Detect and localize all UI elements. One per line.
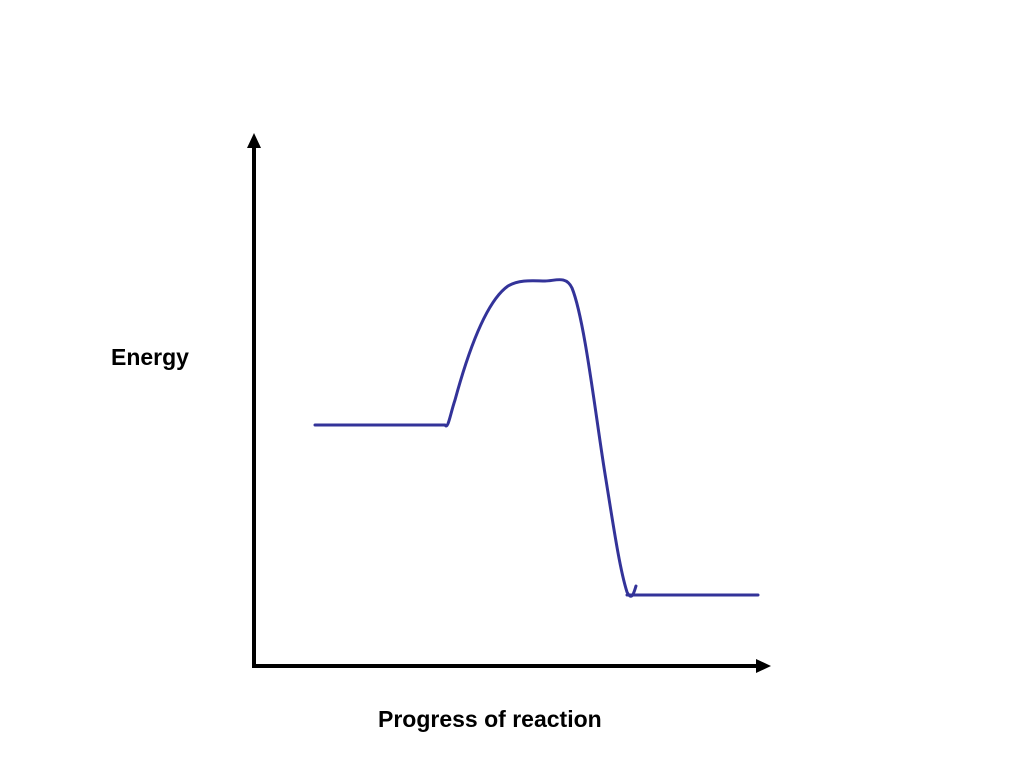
y-axis-arrowhead <box>247 133 261 148</box>
energy-curve <box>313 278 760 598</box>
x-axis-label: Progress of reaction <box>378 706 602 732</box>
x-axis-arrowhead <box>756 659 771 673</box>
y-axis-label: Energy <box>111 344 189 370</box>
